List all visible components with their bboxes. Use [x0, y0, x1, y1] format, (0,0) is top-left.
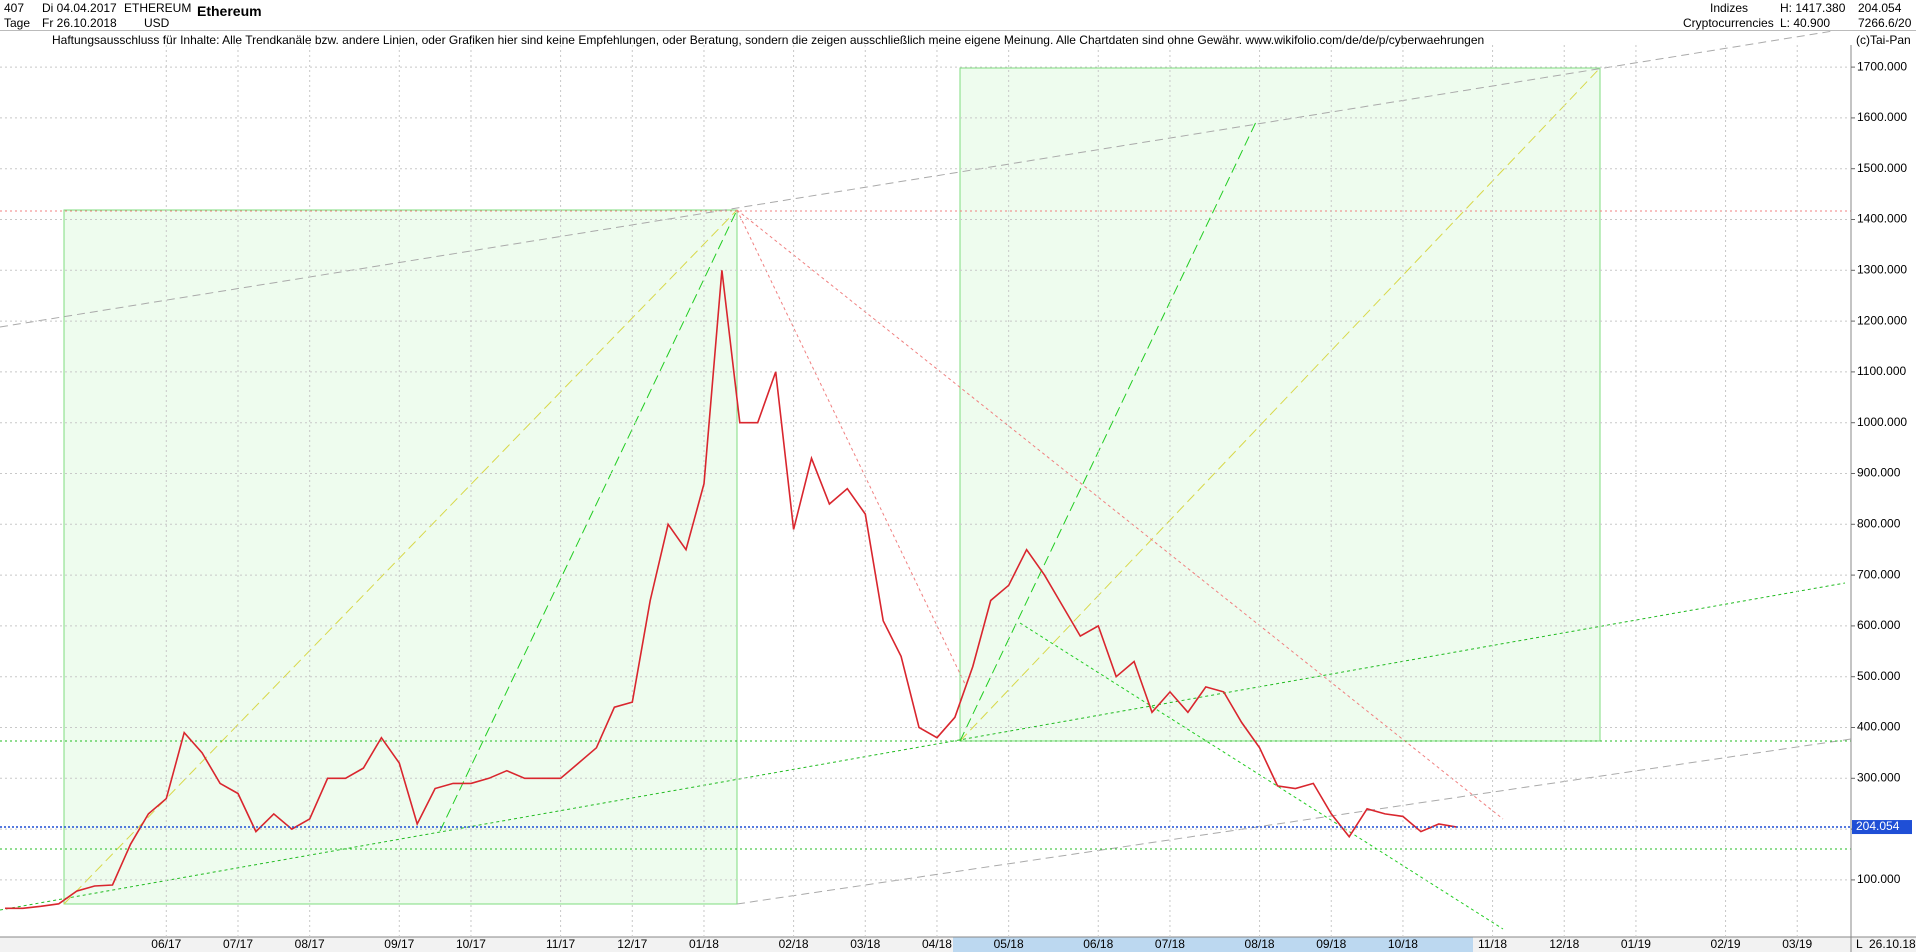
y-tick-label: 100.000	[1857, 872, 1901, 886]
y-tick-label: 200.000	[1857, 821, 1901, 835]
subgroup: Cryptocurrencies	[1683, 16, 1774, 30]
period[interactable]: Tage	[4, 16, 31, 30]
end-date: 26.10.18	[1869, 937, 1916, 951]
box	[63, 209, 738, 905]
high: H: 1417.380	[1780, 1, 1846, 15]
trend-line	[959, 121, 1257, 742]
last: 204.054	[1858, 1, 1902, 15]
last-value-label: 204.054	[1856, 819, 1900, 833]
disclaimer: Haftungsausschluss für Inhalte: Alle Tre…	[52, 33, 1485, 47]
from-date: Di 04.04.2017	[42, 1, 117, 15]
source: (c)Tai-Pan	[1856, 33, 1911, 47]
x-tick-label: 01/19	[1621, 937, 1651, 951]
y-tick-label: 1100.000	[1857, 364, 1906, 378]
x-tick-label: 10/18	[1388, 937, 1418, 951]
x-tick-label: 03/18	[850, 937, 880, 951]
y-tick-label: 700.000	[1857, 567, 1901, 581]
y-tick-label: 800.000	[1857, 516, 1901, 530]
y-tick-label: 1600.000	[1857, 110, 1907, 124]
trend-line	[439, 209, 738, 832]
low: L: 40.900	[1780, 16, 1831, 30]
x-axis-highlight	[953, 937, 1473, 952]
y-tick-label: 300.000	[1857, 770, 1901, 784]
symbol: ETHEREUM	[124, 1, 192, 15]
plot-area	[0, 45, 1851, 937]
y-tick-label: 600.000	[1857, 618, 1901, 632]
x-tick-label: 08/18	[1245, 937, 1275, 951]
trend-line	[736, 738, 1852, 905]
count[interactable]: 407	[4, 1, 25, 15]
y-tick-label: 400.000	[1857, 720, 1901, 734]
trend-line	[959, 67, 1601, 742]
last-value-box	[1852, 820, 1912, 835]
trend-line	[1019, 622, 1504, 930]
y-tick-label: 500.000	[1857, 669, 1901, 683]
header: 407 Tage Di 04.04.2017 Fr 26.10.2018 ETH…	[0, 0, 1916, 31]
x-tick-label: 06/18	[1083, 937, 1113, 951]
x-axis-strip	[0, 937, 1916, 952]
trend-line	[736, 209, 966, 685]
y-tick-label: 1200.000	[1857, 313, 1907, 327]
x-tick-label: 07/18	[1155, 937, 1185, 951]
x-tick-label: 11/18	[1478, 937, 1507, 951]
group: Indizes	[1710, 1, 1749, 15]
x-tick-label: 03/19	[1782, 937, 1812, 951]
x-tick-label: 02/19	[1711, 937, 1741, 951]
to-date: Fr 26.10.2018	[42, 16, 117, 30]
y-tick-label: 1000.000	[1857, 415, 1907, 429]
drawings	[0, 30, 1852, 930]
y-tick-label: 1300.000	[1857, 262, 1907, 276]
x-tick-label: 12/17	[617, 937, 647, 951]
x-tick-label: 12/18	[1549, 937, 1579, 951]
x-tick-label: 06/17	[151, 937, 181, 951]
trend-line	[736, 209, 1504, 820]
x-tick-label: 05/18	[994, 937, 1024, 951]
x-tick-label: 11/17	[546, 937, 575, 951]
trend-line	[0, 582, 1846, 911]
box	[959, 67, 1601, 742]
y-tick-label: 1700.000	[1857, 59, 1907, 73]
x-tick-label: 08/17	[295, 937, 325, 951]
trend-line	[63, 209, 738, 905]
price-line	[5, 270, 1457, 910]
x-tick-label: 04/18	[922, 937, 952, 951]
x-tick-label: 07/17	[223, 937, 253, 951]
trend-line	[0, 30, 1834, 328]
code: 7266.6/20	[1858, 16, 1912, 30]
x-tick-label: 02/18	[779, 937, 809, 951]
currency: USD	[144, 16, 170, 30]
scale-mode[interactable]: L	[1856, 937, 1863, 951]
y-tick-label: 1400.000	[1857, 212, 1907, 226]
chart-title: Ethereum	[197, 3, 262, 19]
x-tick-label: 10/17	[456, 937, 486, 951]
x-tick-label: 09/18	[1316, 937, 1346, 951]
x-tick-label: 09/17	[384, 937, 414, 951]
x-tick-label: 01/18	[689, 937, 719, 951]
y-tick-label: 900.000	[1857, 466, 1901, 480]
y-tick-label: 1500.000	[1857, 161, 1907, 175]
